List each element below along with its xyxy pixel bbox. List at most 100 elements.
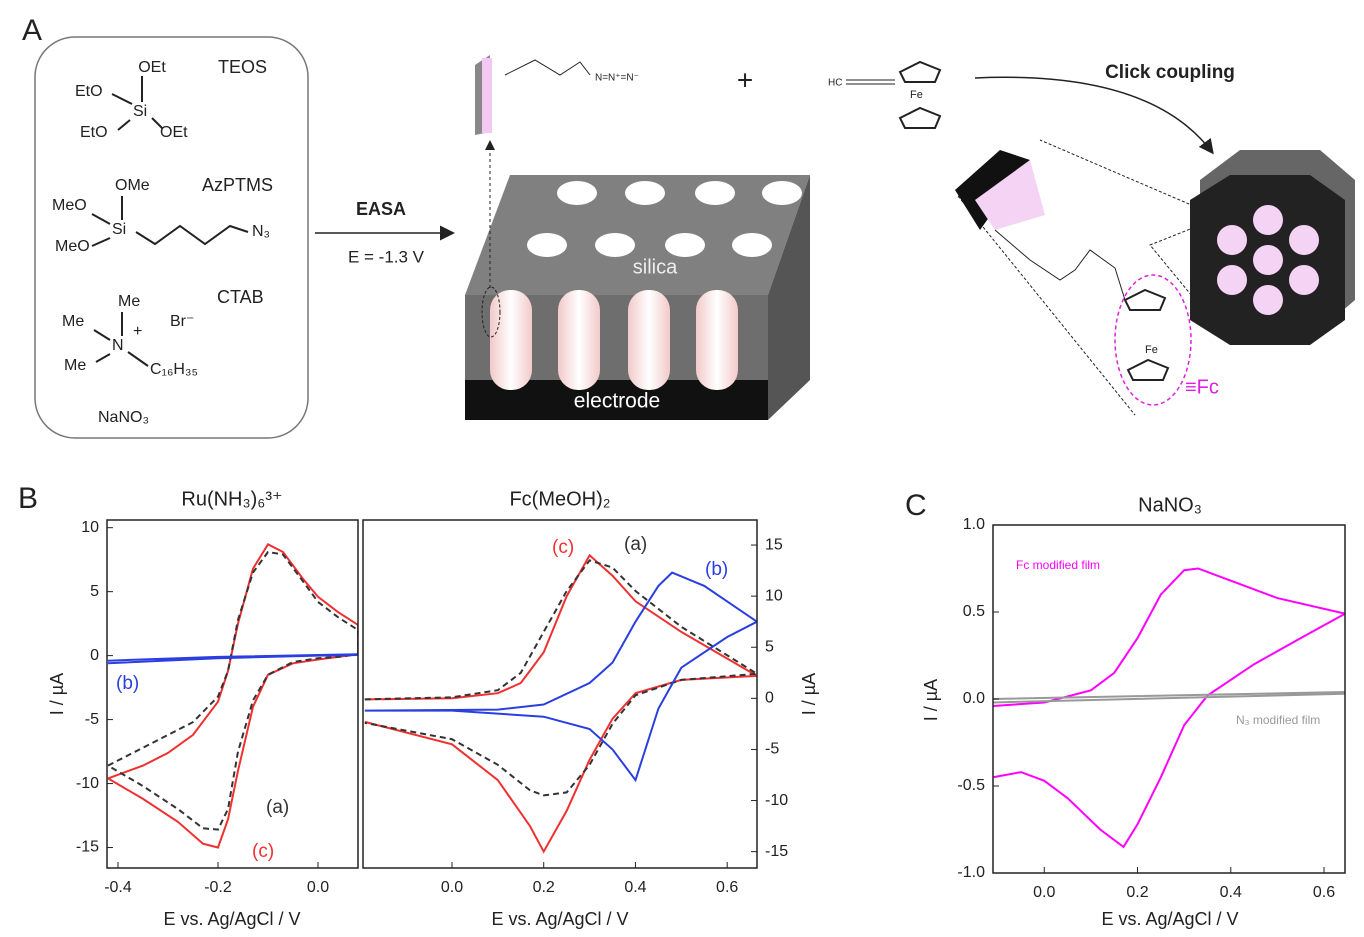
schematic-shape bbox=[1217, 265, 1247, 295]
panel-label: B bbox=[18, 482, 38, 515]
y-tick-label: 0 bbox=[90, 647, 99, 664]
x-tick-label: 0.0 bbox=[1033, 884, 1055, 901]
hexagonal-pores bbox=[1190, 150, 1355, 345]
schematic-shape bbox=[504, 59, 591, 76]
y-tick-label: 5 bbox=[90, 583, 99, 600]
cv-curve bbox=[993, 690, 1345, 704]
atom: Me bbox=[64, 357, 86, 374]
bond bbox=[111, 76, 163, 131]
series-label: (a) bbox=[624, 534, 647, 555]
x-tick-label: 0.2 bbox=[533, 879, 555, 896]
film-top bbox=[465, 175, 810, 295]
reagent-name: CTAB bbox=[217, 287, 264, 307]
atom: Me bbox=[62, 313, 84, 330]
azide-molecule: N=N⁺=N⁻ bbox=[475, 55, 639, 135]
y-tick-label: -15 bbox=[76, 839, 99, 856]
x-tick-label: 0.0 bbox=[307, 879, 329, 896]
step-condition: E = -1.3 V bbox=[348, 247, 425, 266]
x-tick-label: 0.6 bbox=[716, 879, 738, 896]
pore-channels bbox=[490, 290, 738, 390]
y-tick-label: 1.0 bbox=[963, 516, 985, 533]
schematic-shape bbox=[595, 233, 635, 257]
schematic-shape bbox=[732, 233, 772, 257]
plot-frame bbox=[106, 519, 359, 869]
x-axis-label: E vs. Ag/AgCl / V bbox=[491, 909, 628, 929]
panel-label: A bbox=[22, 14, 42, 47]
atom: Me bbox=[118, 293, 140, 310]
bond bbox=[91, 196, 249, 247]
plot-frame bbox=[992, 524, 1346, 874]
x-tick-label: -0.2 bbox=[204, 879, 232, 896]
cv-curve bbox=[364, 553, 757, 854]
ferrocene-highlight bbox=[1114, 274, 1192, 406]
step-label: Click coupling bbox=[1105, 62, 1235, 83]
iron-label: Fe bbox=[910, 89, 923, 101]
x-axis-label: E vs. Ag/AgCl / V bbox=[1101, 909, 1238, 929]
substrate-label: electrode bbox=[574, 390, 660, 413]
schematic-shape bbox=[482, 58, 492, 133]
plot-frame bbox=[362, 519, 758, 869]
schematic-shape bbox=[1217, 205, 1319, 315]
box-outline bbox=[34, 36, 309, 439]
schematic-shape bbox=[1289, 265, 1319, 295]
atom: + bbox=[133, 323, 142, 340]
series-label: (c) bbox=[552, 537, 574, 558]
plus-sign: + bbox=[737, 64, 753, 95]
schematic-shape bbox=[628, 290, 670, 390]
y-tick-label: 0.0 bbox=[963, 690, 985, 707]
atom: Si bbox=[112, 221, 126, 238]
schematic-shape bbox=[695, 181, 735, 205]
schematic-shape bbox=[665, 233, 705, 257]
series-label: (b) bbox=[116, 673, 139, 694]
cv-curve bbox=[364, 571, 757, 783]
series-label: (a) bbox=[266, 797, 289, 818]
plot-area bbox=[993, 567, 1345, 849]
reagent-name: TEOS bbox=[218, 57, 267, 77]
schematic-shape bbox=[898, 60, 942, 83]
atom: EtO bbox=[75, 83, 103, 100]
y-tick-label: -5 bbox=[85, 711, 99, 728]
y-tick-label: 0 bbox=[765, 690, 774, 707]
ferrocene-molecule: HC Fe bbox=[828, 60, 942, 129]
schematic-shape bbox=[1289, 225, 1319, 255]
x-tick-label: 0.4 bbox=[1220, 884, 1242, 901]
schematic-shape bbox=[1253, 245, 1283, 275]
y-tick-label: -1.0 bbox=[957, 864, 985, 881]
ferrocene-label: ≡Fc bbox=[1185, 376, 1219, 398]
series-label: N₃ modified film bbox=[1236, 713, 1320, 727]
y-tick-label: 15 bbox=[765, 536, 783, 553]
atom: MeO bbox=[55, 238, 90, 255]
schematic-shape bbox=[558, 290, 600, 390]
cyclopentadienyl bbox=[1126, 358, 1170, 381]
cv-curve bbox=[107, 550, 358, 831]
plot-area bbox=[107, 542, 358, 849]
plot-area bbox=[364, 553, 757, 854]
bond bbox=[93, 312, 149, 367]
cv-curve bbox=[107, 653, 358, 665]
schematic-shape bbox=[1217, 225, 1247, 255]
chart-title: Ru(NH₃)₆³⁺ bbox=[181, 488, 282, 510]
x-tick-label: 0.6 bbox=[1313, 884, 1335, 901]
schematic-shape bbox=[762, 181, 802, 205]
silica-film: silica electrode bbox=[465, 140, 810, 420]
atom: MeO bbox=[52, 197, 87, 214]
y-tick-label: -10 bbox=[765, 792, 788, 809]
y-tick-label: 5 bbox=[765, 638, 774, 655]
atom: OMe bbox=[115, 177, 150, 194]
schematic-shape bbox=[696, 290, 738, 390]
atom: EtO bbox=[80, 124, 108, 141]
pore-wall-surface bbox=[975, 160, 1045, 230]
y-axis-label: I / µA bbox=[47, 673, 67, 715]
cv-curve bbox=[107, 542, 358, 849]
zoom-lines bbox=[957, 139, 1221, 416]
azide-label: N=N⁺=N⁻ bbox=[595, 73, 639, 84]
y-tick-label: -15 bbox=[765, 843, 788, 860]
cv-curve bbox=[993, 567, 1345, 849]
coupling-arrow bbox=[974, 76, 1214, 155]
atom: C₁₆H₃₅ bbox=[150, 361, 198, 378]
step-label: EASA bbox=[356, 199, 406, 219]
film-side bbox=[768, 175, 810, 420]
x-tick-label: 0.0 bbox=[441, 879, 463, 896]
atom: N₃ bbox=[252, 223, 270, 240]
